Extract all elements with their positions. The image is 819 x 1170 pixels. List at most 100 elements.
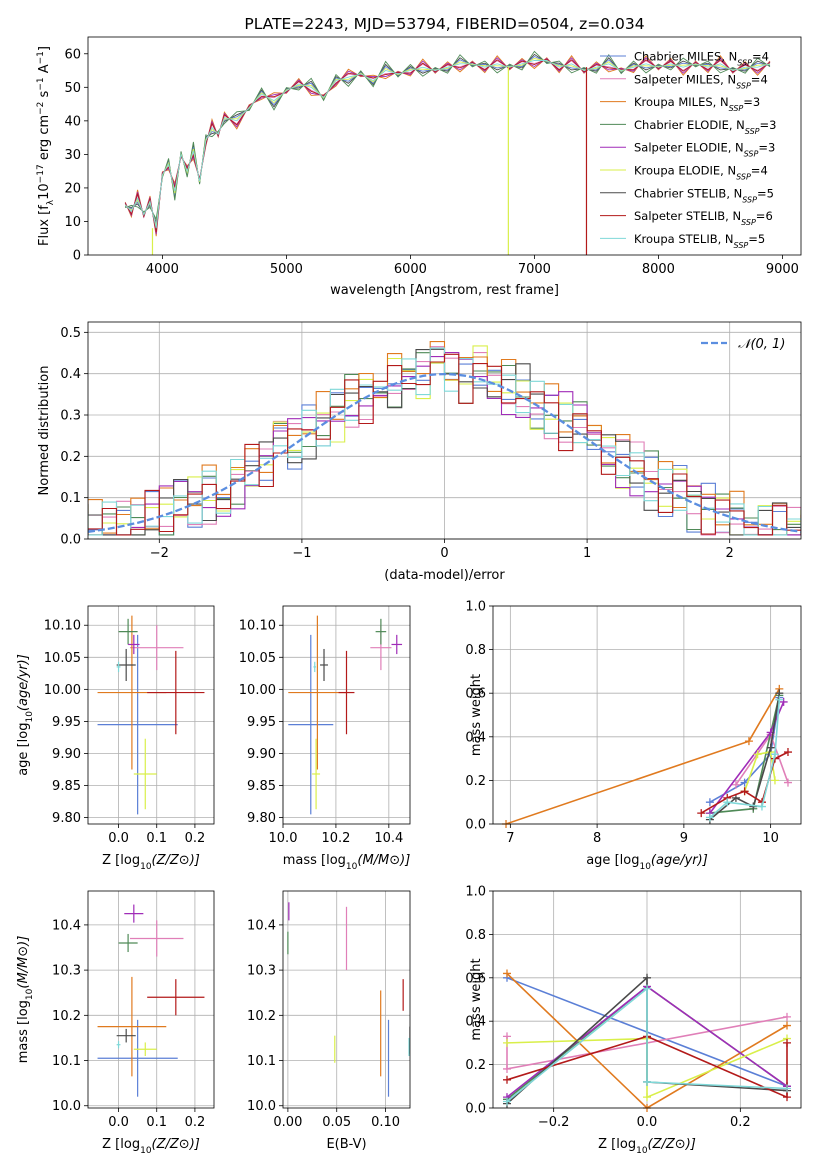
series-marker-1 — [503, 1064, 511, 1073]
axes-frame — [282, 605, 411, 825]
x-tick-label: 9000 — [766, 262, 799, 277]
series-marker-0 — [705, 798, 714, 807]
legend-eq: = — [758, 141, 768, 155]
legend-ssp-sub: SSP — [742, 195, 757, 204]
y-tick-label: 0.0 — [465, 818, 486, 833]
y-tick-label: 40 — [64, 114, 81, 129]
ylabel-part: Flux [f — [37, 205, 52, 246]
label-part: mass weight — [469, 674, 484, 756]
legend-ssp-sub: SSP — [741, 218, 756, 227]
legend-nssp: 3 — [753, 95, 760, 109]
mass_vs_EBV-xlabel: E(B-V) — [326, 1137, 366, 1152]
x-tick-label: 0.10 — [371, 1115, 400, 1130]
x-tick-label: 0.1 — [146, 1115, 167, 1130]
x-tick-label: 8000 — [642, 262, 675, 277]
legend-label-0: Chabrier MILES, NSSP=4 — [634, 50, 769, 68]
series-marker-8 — [783, 1084, 791, 1093]
legend-nssp: 4 — [762, 50, 769, 64]
legend-model-name: Kroupa STELIB — [634, 232, 718, 246]
x-tick-label: 0.2 — [185, 831, 206, 846]
x-tick-label: 0.0 — [637, 1115, 658, 1130]
label-part: 10 — [639, 862, 651, 872]
label-part: (Z/Z⊙)] — [648, 1137, 696, 1152]
series-line-7 — [700, 751, 789, 814]
legend-n: , N — [713, 95, 729, 109]
legend-eq: = — [752, 50, 762, 64]
y-tick-label: 10.10 — [44, 619, 81, 634]
label-part: 10 — [25, 988, 35, 1000]
ylabel-part: −1 — [36, 51, 46, 64]
label-part: log — [326, 853, 346, 868]
y-tick-label: 10.05 — [239, 651, 276, 666]
legend-n: , N — [720, 72, 736, 86]
y-tick-label: 10.3 — [52, 964, 81, 979]
x-tick-label: 0 — [440, 546, 448, 561]
x-tick-label: 9 — [680, 831, 688, 846]
legend-eq: = — [757, 186, 767, 200]
mass_weight_vs_age-ylabel: mass weight — [469, 674, 484, 756]
series-marker-5 — [643, 1093, 651, 1102]
series-marker-1 — [783, 1012, 791, 1021]
legend-model-name: Chabrier ELODIE — [634, 118, 729, 132]
series-marker-7 — [783, 1038, 791, 1047]
x-tick-label: 10.0 — [269, 831, 298, 846]
x-tick-label: 7 — [506, 831, 514, 846]
y-tick-label: 0.4 — [465, 1015, 486, 1030]
label-part: 10 — [140, 1146, 152, 1156]
mass_weight_vs_Z-xlabel: Z [log10(Z/Z⊙)] — [598, 1137, 696, 1156]
series-marker-8 — [775, 695, 784, 704]
axes-frame — [87, 605, 215, 825]
label-part: (age/yr)] — [16, 654, 31, 711]
series-line-0 — [709, 697, 781, 803]
spectrum-line-7 — [124, 58, 771, 233]
legend-eq: = — [751, 164, 761, 178]
spectrum-line-8 — [124, 60, 771, 229]
label-part: 10 — [140, 862, 152, 872]
legend-n: , N — [721, 50, 737, 64]
label-part: mass [ — [16, 1020, 31, 1063]
spectrum-lines — [124, 50, 771, 255]
label-part: log — [120, 853, 140, 868]
label-part: age [ — [16, 742, 31, 775]
mass_weight_vs_age-lines — [502, 684, 792, 828]
legend-gaussian-label: 𝒩(0, 1) — [738, 337, 785, 352]
x-tick-label: −1 — [292, 546, 311, 561]
series-marker-4 — [779, 697, 788, 706]
residuals-xlabel: (data-model)/error — [384, 568, 505, 583]
series-marker-6 — [766, 743, 775, 752]
label-part: 10 — [636, 1146, 648, 1156]
y-tick-label: 1.0 — [465, 885, 486, 900]
ylabel-part: s — [37, 90, 52, 101]
legend-model-name: Kroupa ELODIE — [634, 164, 720, 178]
legend-model-name: Chabrier STELIB — [634, 186, 726, 200]
y-tick-label: 9.90 — [52, 747, 81, 762]
x-tick-label: −2 — [150, 546, 169, 561]
y-tick-label: 1.0 — [465, 600, 486, 615]
legend-nssp: 4 — [760, 164, 767, 178]
residual-histograms — [88, 341, 801, 536]
y-tick-label: 10.00 — [44, 683, 81, 698]
series-marker-8 — [705, 813, 714, 822]
mass_vs_EBV-points — [287, 902, 410, 1097]
label-part: Z [ — [102, 1137, 120, 1152]
legend-eq: = — [751, 72, 761, 86]
legend-model-name: Salpeter STELIB — [634, 209, 725, 223]
series-marker-5 — [753, 750, 762, 759]
x-tick-label: 7000 — [518, 262, 551, 277]
x-tick-label: 6000 — [394, 262, 427, 277]
series-marker-1 — [783, 778, 792, 787]
label-part: log — [16, 1000, 31, 1020]
age_vs_Z-panel: 0.0 0.1 0.2 9.80 9.85 9.90 9.95 10.00 10.05 10.10… — [16, 605, 215, 872]
y-tick-label: 10.1 — [247, 1054, 276, 1069]
y-tick-label: 0.3 — [60, 409, 81, 424]
legend-ssp-sub: SSP — [729, 104, 744, 113]
x-tick-label: 0.1 — [146, 831, 167, 846]
legend-n: , N — [725, 209, 741, 223]
x-tick-label: 0.2 — [185, 1115, 206, 1130]
y-tick-label: 10.1 — [52, 1054, 81, 1069]
label-part: (M/M⊙)] — [16, 936, 31, 989]
y-tick-label: 10.2 — [247, 1009, 276, 1024]
